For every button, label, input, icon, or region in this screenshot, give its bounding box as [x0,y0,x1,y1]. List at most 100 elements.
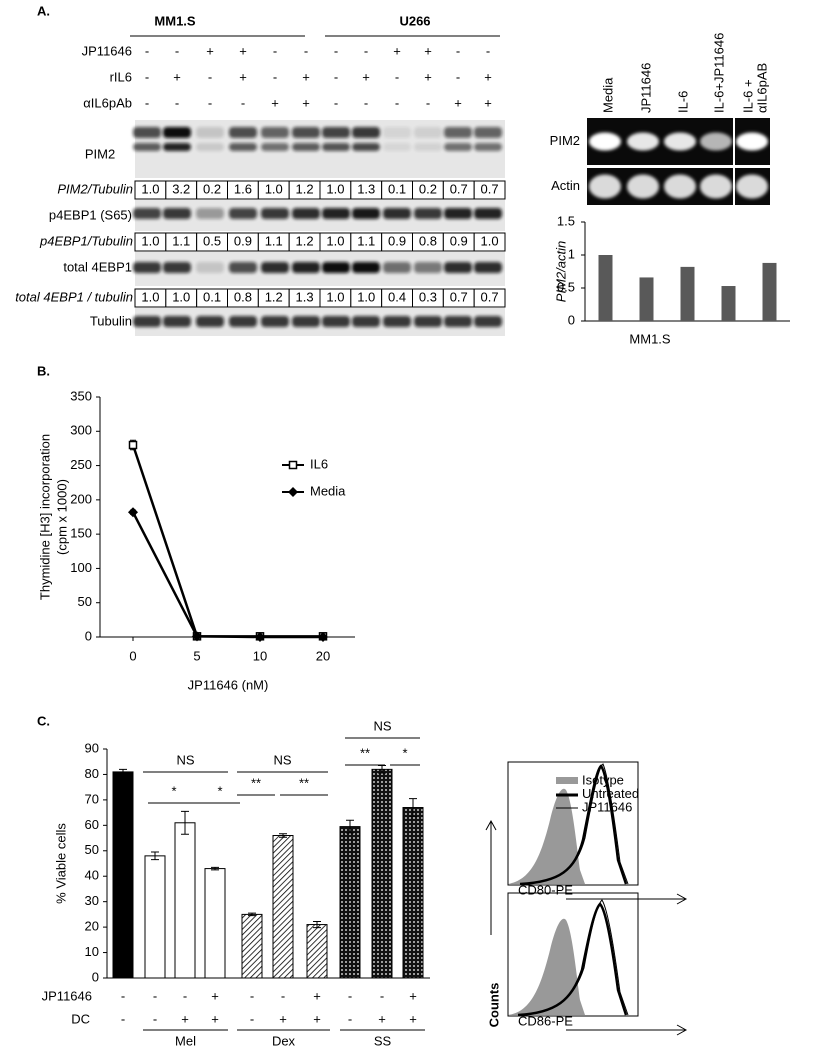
marker [288,460,298,470]
ratio-value: 1.0 [141,289,159,304]
y-tick-label: 150 [70,526,92,541]
ratio-value: 1.0 [481,233,499,248]
y-tick-label: 200 [70,491,92,506]
panel-label: B. [37,363,50,378]
blot-band [444,127,472,138]
row-sign: - [380,988,384,1003]
ratio-value: 1.1 [265,233,283,248]
y-axis-label: Thymidine [H3] incorporation [37,434,52,600]
blot-label: p4EBP1 (S65) [49,207,132,222]
significance-label: NS [273,752,291,767]
y-tick-label: 1 [568,246,575,261]
blot-band [322,143,350,151]
blot-band [261,143,289,151]
treatment-sign: + [424,69,432,84]
blot-band [352,262,380,273]
ratio-value: 0.2 [419,181,437,196]
blot-band [322,127,350,138]
blot-band [292,316,320,327]
legend-swatch [556,777,578,784]
axis-arrow [676,1024,688,1036]
treatment-label: rIL6 [110,69,132,84]
bar [144,855,166,979]
ratio-value: 1.0 [326,233,344,248]
ratio-value: 1.2 [265,289,283,304]
ratio-value: 1.1 [357,233,375,248]
error-bar [119,768,127,775]
marker [255,632,265,642]
x-axis-label: JP11646 (nM) [188,677,269,692]
blot-band [196,262,224,273]
blot-band [444,208,472,219]
error-bar [279,833,287,838]
blot-band [163,262,191,273]
treatment-label: JP11646 [82,43,132,58]
gel-band [736,174,768,199]
treatment-sign: - [175,43,179,58]
marker [318,632,328,642]
treatment-sign: - [273,69,277,84]
bar [272,835,294,979]
gel-lane-label: Media [600,77,615,113]
legend-label: Isotype [582,772,624,787]
treatment-sign: - [334,43,338,58]
y-tick-label: 20 [85,919,99,934]
blot-band [261,127,289,138]
blot-band [133,143,161,151]
error-bar [409,798,417,817]
bar [241,913,263,979]
y-tick-label: 0 [85,628,92,643]
gel-band [627,132,659,151]
gel-band [664,174,696,199]
gel-band [627,174,659,199]
significance-label: * [171,783,176,798]
flow-panel [485,761,688,1036]
treatment-sign: - [273,43,277,58]
blot-band [352,316,380,327]
row-sign: + [279,1011,287,1026]
gel-lane-label: IL-6 [675,91,690,113]
y-tick-label: 80 [85,766,99,781]
y-tick-label: 250 [70,457,92,472]
ratio-value: 0.9 [450,233,468,248]
blot-band [352,208,380,219]
ratio-value: 1.2 [296,233,314,248]
row-sign: + [378,1011,386,1026]
blot-band [474,127,502,138]
blot-band [322,208,350,219]
gel-band [589,132,621,151]
y-tick-label: 90 [85,740,99,755]
row-sign: + [313,988,321,1003]
ratio-value: 1.0 [326,181,344,196]
ratio-value: 3.2 [172,181,190,196]
significance-label: ** [251,775,261,790]
blot-band [383,143,411,151]
row-sign: + [409,1011,417,1026]
blot-band [261,262,289,273]
treatment-sign: - [175,95,179,110]
line [131,444,323,638]
gel-band [700,174,732,199]
treatment-sign: + [302,69,310,84]
ratio-value: 0.7 [481,181,499,196]
ratio-label: p4EBP1/Tubulin [39,233,133,248]
y-tick-label: 10 [85,944,99,959]
row-sign: + [313,1011,321,1026]
error-bar [211,866,219,871]
gel-band [700,132,732,151]
ratio-value: 1.6 [234,181,252,196]
treatment-sign: - [241,95,245,110]
cell-line: MM1.S [154,13,196,28]
panel-label: A. [37,3,50,18]
row-label: DC [71,1011,90,1026]
bar [639,277,654,321]
blot-band [444,143,472,151]
x-tick-label: 0 [129,648,136,663]
gel-lane-label: αIL6pAB [754,63,769,113]
treatment-sign: - [395,69,399,84]
row-sign: - [348,1011,352,1026]
blot-band [229,143,257,151]
y-tick-label: 40 [85,868,99,883]
treatment-sign: + [393,43,401,58]
blot-label: Tubulin [90,313,132,328]
